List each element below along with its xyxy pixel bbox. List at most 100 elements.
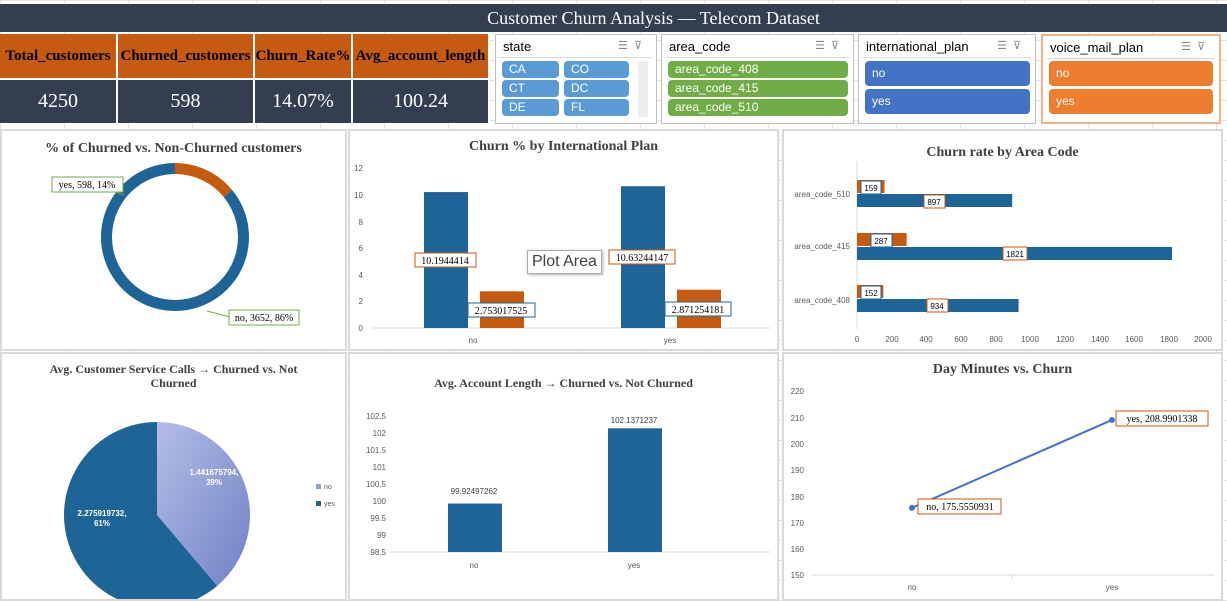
pie-slice-no[interactable] — [157, 422, 250, 586]
voice-mail-plan-item-yes[interactable]: yes — [1049, 89, 1213, 114]
area-code-chart-panel[interactable]: Churn rate by Area Code area_code_510 ar… — [782, 129, 1223, 351]
line-label-no: no, 175.5550931 — [926, 502, 994, 513]
y-tick: 12 — [354, 164, 363, 173]
hbar-label-not-churned-415: 1821 — [1006, 250, 1024, 259]
x-tick: no — [908, 583, 917, 592]
x-tick: yes — [664, 336, 676, 345]
y-tick: 102 — [373, 429, 387, 438]
area-code-item-408[interactable]: area_code_408 — [668, 61, 848, 78]
y-tick: 190 — [791, 466, 805, 475]
bar-account-length-no[interactable] — [448, 503, 502, 552]
bar-account-length-yes[interactable] — [608, 428, 662, 552]
x-tick: no — [469, 336, 478, 345]
service-calls-pie-title: Avg. Customer Service Calls → Churned vs… — [49, 362, 298, 390]
label-box — [51, 176, 124, 193]
y-tick: 170 — [791, 519, 805, 528]
slicer-divider — [1047, 58, 1215, 59]
multi-select-icon[interactable]: ☰ — [1181, 41, 1197, 53]
donut-slice-yes[interactable] — [175, 163, 233, 198]
clear-filter-icon[interactable]: ⊽ — [1012, 40, 1027, 52]
donut-label-yes: yes, 598, 14% — [59, 180, 116, 191]
clear-filter-icon[interactable]: ⊽ — [633, 40, 648, 52]
y-tick: 102.5 — [366, 412, 387, 421]
y-tick: 8 — [359, 218, 364, 227]
line-label-yes: yes, 208.9901338 — [1127, 414, 1198, 425]
label-box — [923, 194, 946, 209]
y-tick: 101 — [373, 463, 387, 472]
multi-select-icon[interactable]: ☰ — [997, 40, 1013, 52]
slicer-scrollbar[interactable] — [638, 61, 648, 117]
label-box — [1115, 410, 1209, 427]
state-item-ca[interactable]: CA — [502, 61, 559, 78]
multi-select-icon[interactable]: ☰ — [618, 40, 634, 52]
account-length-chart-title: Avg. Account Length → Churned vs. Not Ch… — [434, 376, 693, 390]
area-code-slicer-title: area_code — [669, 39, 731, 54]
label-box — [664, 301, 732, 317]
line-series-day-minutes[interactable] — [911, 419, 1113, 509]
donut-chart-panel[interactable]: % of Churned vs. Non-Churned customers y… — [0, 129, 347, 351]
voice-mail-plan-slicer[interactable]: voice_mail_plan ☰⊽ no yes — [1041, 34, 1221, 124]
area-code-item-415[interactable]: area_code_415 — [668, 80, 848, 97]
bar-label-account-length-no: 99.92497262 — [451, 487, 498, 496]
y-tick: 0 — [359, 324, 364, 333]
x-tick: 600 — [954, 335, 968, 344]
y-tick: area_code_408 — [794, 296, 850, 305]
clear-filter-icon[interactable]: ⊽ — [830, 40, 845, 52]
international-plan-slicer-title: international_plan — [866, 39, 969, 54]
international-plan-item-no[interactable]: no — [865, 61, 1030, 86]
state-item-de[interactable]: DE — [502, 99, 559, 116]
intl-plan-chart-title: Churn % by International Plan — [468, 139, 659, 154]
state-item-co[interactable]: CO — [564, 61, 629, 78]
plot-area-tooltip: Plot Area — [527, 250, 602, 274]
area-code-slicer[interactable]: area_code ☰⊽ area_code_408 area_code_415… — [661, 34, 854, 124]
hbar-label-not-churned-408: 934 — [930, 302, 944, 311]
state-slicer[interactable]: state ☰⊽ CA CO CT DC DE FL — [495, 34, 657, 124]
line-point-yes[interactable] — [1109, 416, 1115, 423]
bar-label-churned-no: 2.753017525 — [475, 306, 528, 317]
kpi-avg-account-length-label: Avg_account_length — [353, 34, 490, 78]
kpi-churned-customers-value: 598 — [118, 78, 255, 123]
area-code-item-510[interactable]: area_code_510 — [668, 99, 848, 116]
y-tick: 200 — [791, 440, 805, 449]
pie-slice-yes[interactable] — [64, 422, 218, 599]
slicer-divider — [666, 57, 849, 58]
voice-mail-plan-item-no[interactable]: no — [1049, 61, 1213, 86]
bar-label-not-churned-yes: 10.63244147 — [616, 253, 669, 264]
donut-chart: yes, 598, 14% no, 3652, 86% — [51, 163, 300, 326]
legend-yes[interactable]: yes — [324, 501, 335, 508]
x-tick: yes — [1106, 583, 1118, 592]
service-calls-pie-panel[interactable]: Avg. Customer Service Calls → Churned vs… — [0, 352, 347, 601]
pie-label-yes-value: 2.275919732, — [78, 509, 127, 518]
voice-mail-plan-slicer-title: voice_mail_plan — [1050, 40, 1144, 55]
international-plan-slicer[interactable]: international_plan ☰⊽ no yes — [858, 34, 1036, 124]
y-tick: area_code_415 — [794, 242, 850, 251]
clear-filter-icon[interactable]: ⊽ — [1196, 41, 1211, 53]
state-item-ct[interactable]: CT — [502, 80, 559, 97]
line-point-no[interactable] — [909, 504, 915, 511]
international-plan-item-yes[interactable]: yes — [865, 89, 1030, 114]
legend-no[interactable]: no — [324, 484, 332, 491]
label-box — [1002, 246, 1028, 261]
y-tick: 99 — [377, 531, 386, 540]
intl-plan-chart: 0 2 4 6 8 10 12 10.1944414 2.753017525 1… — [354, 164, 770, 345]
kpi-churn-rate-label: Churn_Rate% — [255, 34, 353, 78]
account-length-chart-panel[interactable]: Avg. Account Length → Churned vs. Not Ch… — [348, 352, 779, 601]
x-tick: yes — [628, 561, 640, 570]
y-tick: 100.5 — [366, 480, 387, 489]
kpi-total-customers-value: 4250 — [0, 78, 118, 123]
state-slicer-title: state — [503, 39, 532, 54]
multi-select-icon[interactable]: ☰ — [815, 40, 831, 52]
label-box — [467, 302, 536, 318]
state-item-dc[interactable]: DC — [564, 80, 629, 97]
pie-label-no-pct: 39% — [206, 478, 222, 487]
day-minutes-chart-panel[interactable]: Day Minutes vs. Churn 150 160 170 180 19… — [782, 352, 1223, 601]
intl-plan-chart-panel[interactable]: Churn % by International Plan 0 2 4 6 8 … — [348, 129, 779, 351]
x-tick: 0 — [855, 335, 860, 344]
day-minutes-chart-title: Day Minutes vs. Churn — [932, 362, 1073, 377]
kpi-churned-customers-label: Churned_customers — [118, 34, 255, 78]
label-box — [926, 298, 949, 313]
state-item-fl[interactable]: FL — [564, 99, 629, 116]
x-tick: 1800 — [1160, 335, 1178, 344]
leader-line — [206, 310, 231, 318]
x-tick: 2000 — [1194, 335, 1212, 344]
